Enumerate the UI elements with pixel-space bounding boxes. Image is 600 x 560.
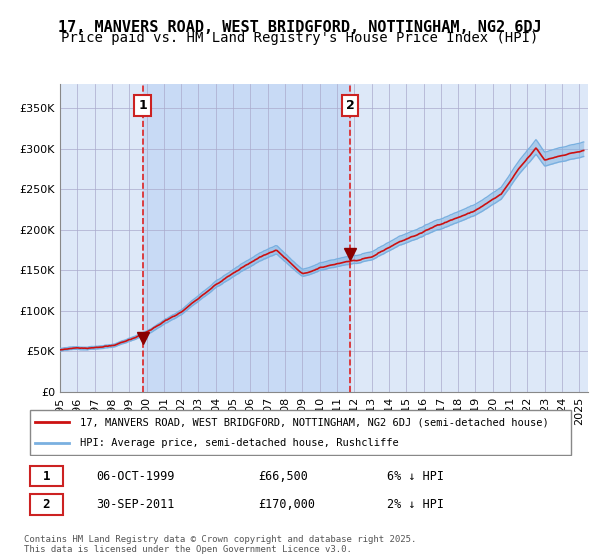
- Bar: [143, 84, 350, 392]
- Text: Price paid vs. HM Land Registry's House Price Index (HPI): Price paid vs. HM Land Registry's House …: [61, 31, 539, 45]
- Text: 2: 2: [346, 99, 355, 112]
- Text: Contains HM Land Registry data © Crown copyright and database right 2025.
This d: Contains HM Land Registry data © Crown c…: [24, 535, 416, 554]
- Text: 6% ↓ HPI: 6% ↓ HPI: [387, 470, 444, 483]
- FancyBboxPatch shape: [29, 410, 571, 455]
- Text: 17, MANVERS ROAD, WEST BRIDGFORD, NOTTINGHAM, NG2 6DJ (semi-detached house): 17, MANVERS ROAD, WEST BRIDGFORD, NOTTIN…: [80, 417, 548, 427]
- FancyBboxPatch shape: [29, 494, 63, 515]
- Text: 2% ↓ HPI: 2% ↓ HPI: [387, 498, 444, 511]
- Text: 1: 1: [138, 99, 147, 112]
- Text: 2: 2: [43, 498, 50, 511]
- Text: £66,500: £66,500: [259, 470, 308, 483]
- FancyBboxPatch shape: [29, 466, 63, 487]
- Text: £170,000: £170,000: [259, 498, 316, 511]
- Text: 30-SEP-2011: 30-SEP-2011: [97, 498, 175, 511]
- Text: 06-OCT-1999: 06-OCT-1999: [97, 470, 175, 483]
- Text: 17, MANVERS ROAD, WEST BRIDGFORD, NOTTINGHAM, NG2 6DJ: 17, MANVERS ROAD, WEST BRIDGFORD, NOTTIN…: [58, 20, 542, 35]
- Text: HPI: Average price, semi-detached house, Rushcliffe: HPI: Average price, semi-detached house,…: [80, 438, 398, 448]
- Text: 1: 1: [43, 470, 50, 483]
